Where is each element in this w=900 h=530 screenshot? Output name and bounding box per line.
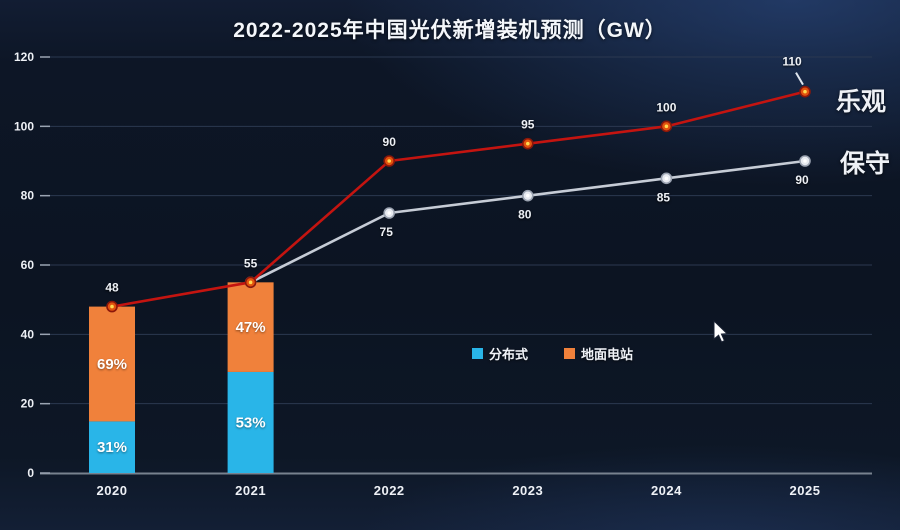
x-tick-label: 2025 [790, 483, 821, 498]
x-tick-label: 2020 [97, 483, 128, 498]
x-tick-label: 2022 [374, 483, 405, 498]
legend-item-1: 地面电站 [564, 344, 633, 363]
x-tick-label: 2021 [235, 483, 266, 498]
y-tick-label: 60 [21, 258, 35, 272]
callout-leader-line [795, 72, 804, 86]
bar-percent-label: 53% [236, 414, 266, 431]
legend-swatch-icon [472, 348, 483, 359]
x-tick-label: 2024 [651, 483, 682, 498]
bar-percent-label: 69% [97, 356, 127, 373]
bar-segment-分布式 [89, 421, 135, 473]
point-label: 75 [380, 225, 394, 239]
y-tick-label: 100 [14, 119, 34, 133]
legend-swatch-icon [564, 348, 576, 359]
bar-segment-地面电站 [227, 282, 274, 372]
point-label: 110 [782, 55, 802, 69]
cursor-arrow-icon [713, 320, 729, 343]
line-point-center [803, 159, 807, 163]
line-乐观 [111, 90, 806, 308]
bar-segment-分布式 [227, 371, 274, 473]
x-tick-label: 2023 [512, 483, 543, 498]
line-point-center [803, 89, 807, 94]
line-point-center [248, 280, 253, 285]
y-tick-label: 20 [21, 397, 35, 411]
y-tick-label: 120 [14, 50, 34, 64]
chart-title: 2022-2025年中国光伏新增装机预测（GW） [233, 19, 667, 42]
point-label: 55 [244, 256, 258, 270]
y-tick-label: 80 [21, 189, 35, 203]
line-point-center [526, 141, 530, 146]
point-label: 90 [795, 173, 809, 187]
y-tick-label: 0 [27, 466, 34, 480]
y-tick-label: 40 [21, 327, 35, 341]
series-name-label: 保守 [839, 149, 890, 178]
mouse-cursor [713, 320, 729, 343]
point-label: 95 [521, 118, 535, 132]
line-point-center [526, 193, 530, 198]
point-label: 100 [656, 100, 676, 114]
series-name-label: 乐观 [836, 88, 886, 116]
point-label: 80 [518, 208, 532, 222]
bar-percent-label: 31% [97, 439, 127, 456]
bar-percent-label: 47% [236, 319, 266, 336]
legend: 分布式 地面电站 [472, 344, 633, 363]
line-point-center [664, 176, 669, 181]
line-point-center [387, 211, 392, 215]
legend-label: 分布式 [489, 347, 529, 362]
point-label: 85 [657, 190, 671, 204]
bar-segment-地面电站 [89, 306, 135, 422]
point-label: 90 [383, 135, 397, 149]
line-point-center [664, 124, 669, 129]
legend-item-0: 分布式 [472, 344, 528, 363]
line-point-center [110, 304, 114, 309]
line-point-center [387, 159, 392, 163]
point-label: 48 [105, 281, 119, 295]
legend-label: 地面电站 [581, 347, 634, 362]
